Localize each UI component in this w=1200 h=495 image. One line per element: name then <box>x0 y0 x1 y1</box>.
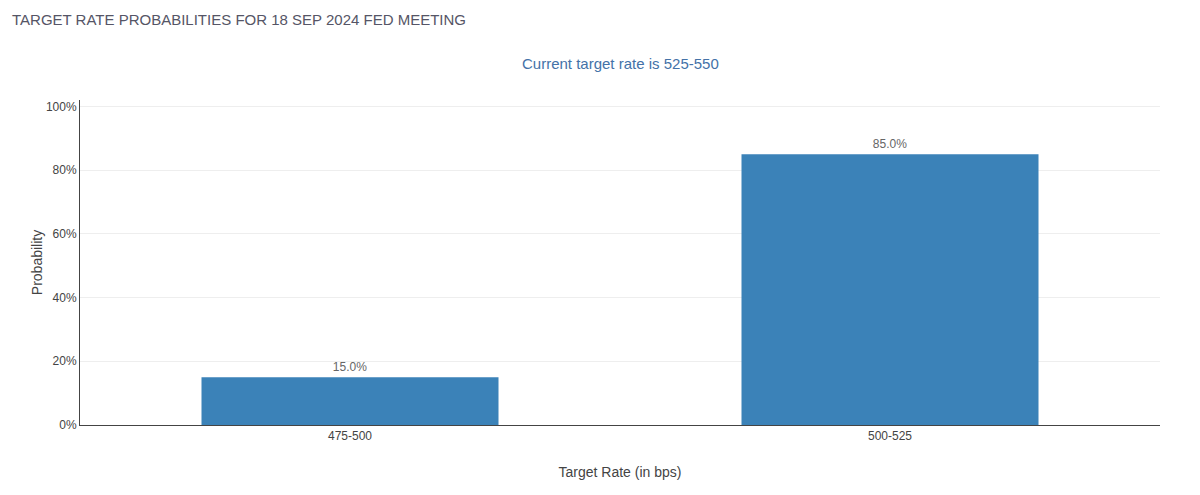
svg-text:40%: 40% <box>53 291 77 305</box>
svg-text:500-525: 500-525 <box>868 429 912 443</box>
svg-text:85.0%: 85.0% <box>873 137 907 151</box>
svg-text:Probability: Probability <box>29 230 45 295</box>
svg-text:60%: 60% <box>53 227 77 241</box>
svg-text:475-500: 475-500 <box>328 429 372 443</box>
svg-text:80%: 80% <box>53 163 77 177</box>
svg-text:0%: 0% <box>59 418 77 432</box>
svg-text:Target Rate (in bps): Target Rate (in bps) <box>559 464 682 480</box>
svg-text:TARGET RATE PROBABILITIES FOR: TARGET RATE PROBABILITIES FOR 18 SEP 202… <box>12 11 466 28</box>
svg-text:15.0%: 15.0% <box>333 360 367 374</box>
svg-text:100%: 100% <box>46 100 77 114</box>
svg-text:20%: 20% <box>53 354 77 368</box>
svg-text:Current target rate is 525-550: Current target rate is 525-550 <box>522 55 719 72</box>
